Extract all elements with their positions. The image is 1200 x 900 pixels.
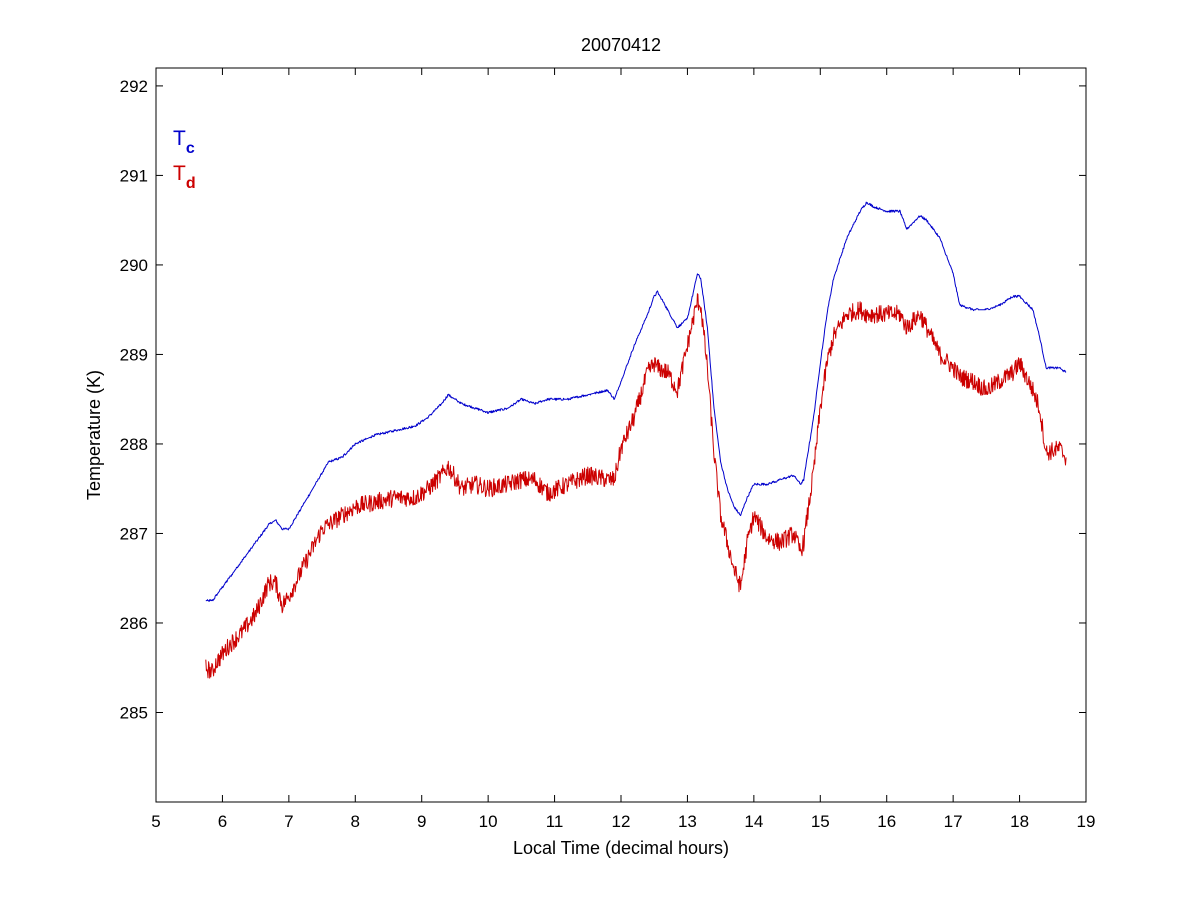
legend-td-subscript: d	[186, 175, 196, 192]
y-tick-label-285: 285	[120, 703, 148, 722]
x-tick-label-19: 19	[1077, 812, 1096, 831]
x-axis-label: Local Time (decimal hours)	[513, 838, 729, 858]
x-tick-label-10: 10	[479, 812, 498, 831]
x-tick-label-16: 16	[877, 812, 896, 831]
y-tick-label-287: 287	[120, 524, 148, 543]
x-tick-label-11: 11	[546, 812, 564, 831]
y-tick-label-289: 289	[120, 345, 148, 364]
ticks-layer: 5 6 7 8 9 10 11 12 13 14 15 16 17 18 19 285 286 287 288 289…	[120, 68, 1096, 831]
series-layer	[205, 201, 1067, 679]
x-tick-label-18: 18	[1010, 812, 1029, 831]
x-tick-label-13: 13	[678, 812, 697, 831]
y-tick-label-291: 291	[120, 166, 148, 185]
y-axis-label: Temperature (K)	[84, 370, 104, 500]
x-tick-label-8: 8	[351, 812, 360, 831]
chart-title: 20070412	[581, 35, 661, 55]
x-tick-label-6: 6	[218, 812, 227, 831]
legend-entry-tc: Tc	[173, 127, 195, 157]
series-line-td	[205, 293, 1067, 679]
x-tick-label-17: 17	[944, 812, 963, 831]
x-tick-label-5: 5	[151, 812, 160, 831]
x-tick-label-9: 9	[417, 812, 426, 831]
x-tick-label-15: 15	[811, 812, 830, 831]
legend-tc-symbol: T	[173, 127, 186, 150]
y-tick-label-290: 290	[120, 256, 148, 275]
x-tick-label-7: 7	[284, 812, 293, 831]
y-tick-label-288: 288	[120, 435, 148, 454]
legend-td-symbol: T	[173, 162, 186, 185]
legend-tc-subscript: c	[186, 140, 195, 157]
x-tick-label-14: 14	[744, 812, 763, 831]
legend-entry-td: Td	[173, 162, 196, 192]
y-tick-label-286: 286	[120, 614, 148, 633]
y-tick-label-292: 292	[120, 77, 148, 96]
series-line-tc	[205, 201, 1067, 602]
legend: Tc Td	[173, 127, 196, 192]
x-tick-label-12: 12	[612, 812, 631, 831]
plot-area	[155, 67, 1087, 803]
